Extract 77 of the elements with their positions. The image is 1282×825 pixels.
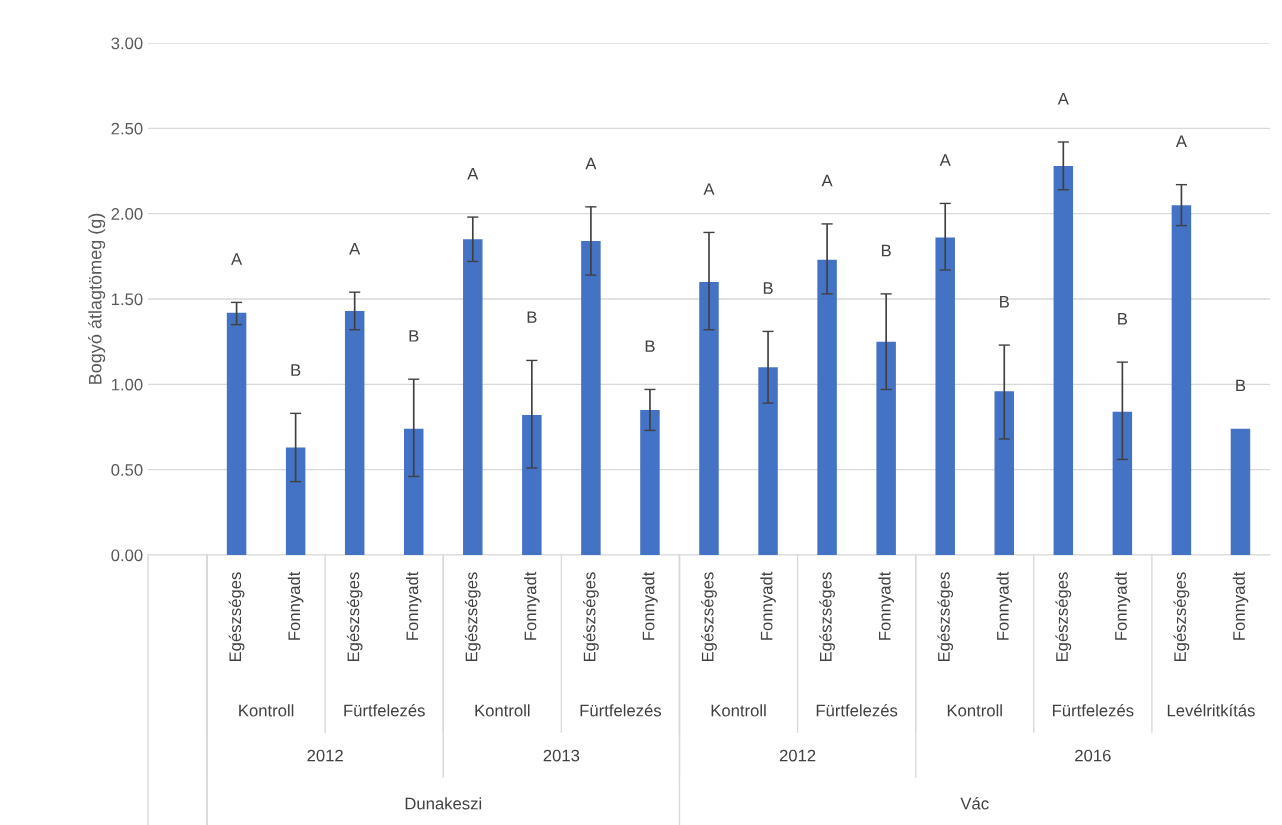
text: Kontroll <box>475 704 530 717</box>
bar <box>994 391 1015 555</box>
y-tick-label: 2.50 <box>111 122 143 135</box>
x-tick-label: Egészséges <box>701 572 717 662</box>
x-tick-label: Fonnyadt <box>760 571 776 640</box>
text: 2012 <box>779 749 816 762</box>
x-tick-label: Fonnyadt <box>642 571 658 640</box>
bar <box>522 415 542 555</box>
x-tick-label: Fonnyadt <box>524 571 540 640</box>
text: Fürtfelezés <box>344 704 425 717</box>
x-tick-label: Egészséges <box>1173 572 1190 662</box>
x-tick-label: Fonnyadt <box>1232 571 1249 640</box>
bar <box>1230 428 1251 555</box>
bar <box>758 367 778 555</box>
bar <box>1171 205 1192 555</box>
annotation: B <box>763 282 773 294</box>
y-tick-label: 0.00 <box>111 549 143 562</box>
text: 2013 <box>543 749 580 762</box>
x-tick-label: Egészséges <box>937 572 954 662</box>
bar <box>876 341 896 555</box>
text: Kontroll <box>711 704 766 717</box>
annotation: B <box>409 330 419 342</box>
bar <box>226 312 247 555</box>
annotation: A <box>585 157 597 170</box>
annotation: B <box>645 340 655 352</box>
bar <box>344 310 365 555</box>
y-tick-label: 2.00 <box>111 208 143 220</box>
annotation: B <box>1118 313 1128 325</box>
bar <box>1053 165 1074 555</box>
x-tick-label: Fonnyadt <box>405 571 422 640</box>
text: 2016 <box>1075 749 1111 762</box>
bar <box>1112 411 1133 555</box>
x-tick-label: Fonnyadt <box>996 571 1013 640</box>
annotation: A <box>231 253 243 265</box>
x-tick-label: Fonnyadt <box>1114 571 1131 640</box>
text: 2012 <box>307 749 343 762</box>
annotation: B <box>291 364 301 376</box>
text: Vác <box>960 797 989 810</box>
text: Kontroll <box>239 704 294 717</box>
text: Fürtfelezés <box>580 704 662 717</box>
bar <box>463 239 483 555</box>
annotation: B <box>1236 379 1246 392</box>
x-tick-label: Egészséges <box>464 572 481 662</box>
annotation: A <box>1175 135 1187 148</box>
bar <box>640 409 660 555</box>
x-tick-label: Egészséges <box>346 572 363 662</box>
text: Levélritkítás <box>1167 704 1255 717</box>
y-axis-title: Bogyó átlagtömeg (g) <box>88 213 106 384</box>
annotation: A <box>821 174 833 187</box>
annotation: A <box>349 243 361 255</box>
text: Fürtfelezés <box>1052 704 1134 717</box>
x-tick-label: Egészséges <box>228 572 245 662</box>
text: Dunakeszi <box>405 797 482 810</box>
x-tick-label: Fonnyadt <box>878 571 894 640</box>
y-tick-label: 3.00 <box>111 37 143 50</box>
x-tick-label: Egészséges <box>1055 572 1072 662</box>
annotation: B <box>527 311 537 323</box>
x-tick-label: Egészséges <box>583 572 599 662</box>
x-tick-label: Fonnyadt <box>287 571 304 640</box>
bar <box>699 281 719 555</box>
annotation: B <box>1000 296 1009 308</box>
x-tick-label: Egészséges <box>819 572 835 662</box>
y-tick-label: 0.50 <box>111 464 143 476</box>
bar <box>935 237 955 555</box>
text: Fürtfelezés <box>816 704 898 717</box>
annotation: B <box>881 244 891 257</box>
y-tick-label: 1.50 <box>111 293 143 306</box>
annotation: A <box>939 154 951 166</box>
annotation: A <box>1057 92 1069 105</box>
bar <box>403 428 424 555</box>
bar <box>581 240 601 555</box>
y-tick-label: 1.00 <box>111 378 143 391</box>
annotation: A <box>467 168 479 180</box>
text: Kontroll <box>947 704 1002 717</box>
bar <box>285 447 306 555</box>
bar <box>817 259 837 555</box>
annotation: A <box>703 183 715 195</box>
